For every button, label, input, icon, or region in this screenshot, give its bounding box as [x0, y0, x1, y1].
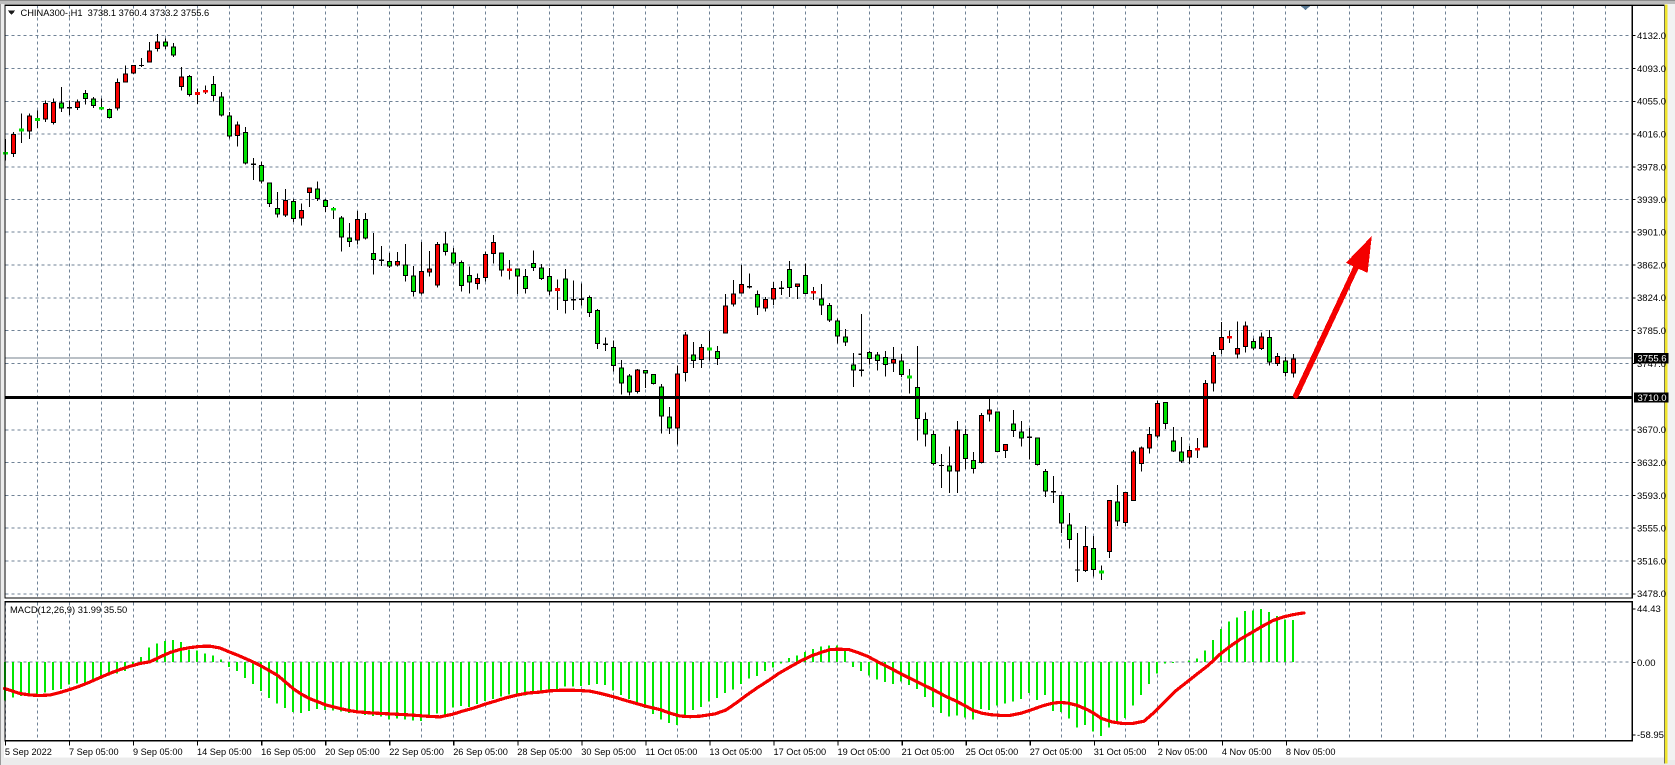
svg-text:19 Oct 05:00: 19 Oct 05:00 [838, 747, 891, 757]
svg-text:4132.0: 4132.0 [1637, 31, 1666, 42]
svg-text:27 Oct 05:00: 27 Oct 05:00 [1030, 747, 1083, 757]
svg-text:30 Sep 05:00: 30 Sep 05:00 [581, 747, 636, 757]
svg-text:28 Sep 05:00: 28 Sep 05:00 [517, 747, 572, 757]
svg-text:3478.0: 3478.0 [1637, 589, 1666, 600]
svg-text:20 Sep 05:00: 20 Sep 05:00 [325, 747, 380, 757]
svg-text:3862.0: 3862.0 [1637, 260, 1666, 271]
svg-text:2 Nov 05:00: 2 Nov 05:00 [1158, 747, 1208, 757]
svg-text:7 Sep 05:00: 7 Sep 05:00 [69, 747, 119, 757]
svg-text:44.43: 44.43 [1637, 604, 1661, 615]
svg-text:3670.0: 3670.0 [1637, 425, 1666, 436]
svg-text:3755.6: 3755.6 [1638, 354, 1667, 365]
svg-text:3710.0: 3710.0 [1638, 393, 1667, 404]
svg-text:3593.0: 3593.0 [1637, 491, 1666, 502]
svg-text:8 Nov 05:00: 8 Nov 05:00 [1286, 747, 1336, 757]
svg-text:CHINA300-,H1 3738.1 3760.4 37: CHINA300-,H1 3738.1 3760.4 3733.2 3755.6 [21, 8, 210, 18]
svg-text:3978.0: 3978.0 [1637, 162, 1666, 173]
svg-text:3939.0: 3939.0 [1637, 195, 1666, 206]
svg-text:25 Oct 05:00: 25 Oct 05:00 [966, 747, 1019, 757]
svg-text:22 Sep 05:00: 22 Sep 05:00 [389, 747, 444, 757]
svg-text:31 Oct 05:00: 31 Oct 05:00 [1094, 747, 1147, 757]
svg-text:11 Oct 05:00: 11 Oct 05:00 [645, 747, 697, 757]
svg-text:3824.0: 3824.0 [1637, 293, 1666, 304]
svg-text:5 Sep 2022: 5 Sep 2022 [5, 747, 52, 757]
svg-text:-58.95: -58.95 [1637, 730, 1664, 741]
svg-text:16 Sep 05:00: 16 Sep 05:00 [261, 747, 316, 757]
svg-text:4 Nov 05:00: 4 Nov 05:00 [1222, 747, 1272, 757]
svg-text:14 Sep 05:00: 14 Sep 05:00 [197, 747, 252, 757]
svg-text:MACD(12,26,9) 31.99 35.50: MACD(12,26,9) 31.99 35.50 [10, 604, 127, 615]
svg-text:3785.0: 3785.0 [1637, 326, 1666, 337]
svg-text:3901.0: 3901.0 [1637, 228, 1666, 239]
svg-text:17 Oct 05:00: 17 Oct 05:00 [774, 747, 827, 757]
svg-text:21 Oct 05:00: 21 Oct 05:00 [902, 747, 955, 757]
svg-text:4093.0: 4093.0 [1637, 64, 1666, 75]
svg-text:3747.0: 3747.0 [1637, 359, 1666, 370]
svg-text:4016.0: 4016.0 [1637, 130, 1666, 141]
svg-text:26 Sep 05:00: 26 Sep 05:00 [453, 747, 508, 757]
svg-text:3632.0: 3632.0 [1637, 458, 1666, 469]
svg-text:4055.0: 4055.0 [1637, 97, 1666, 108]
svg-text:13 Oct 05:00: 13 Oct 05:00 [709, 747, 762, 757]
svg-text:0.00: 0.00 [1637, 658, 1656, 669]
svg-text:3555.0: 3555.0 [1637, 524, 1666, 535]
svg-text:9 Sep 05:00: 9 Sep 05:00 [133, 747, 183, 757]
svg-text:3516.0: 3516.0 [1637, 556, 1666, 567]
